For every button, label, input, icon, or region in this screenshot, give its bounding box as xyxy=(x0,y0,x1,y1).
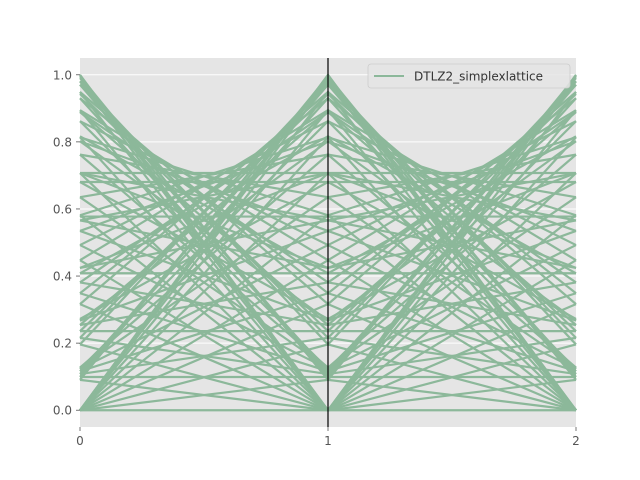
legend-box xyxy=(367,63,571,89)
y-tick-label: 0.4 xyxy=(53,270,72,284)
y-tick-label: 0.8 xyxy=(53,135,72,149)
y-axis-ticks: 0.0 0.2 0.4 0.6 0.8 1.0 xyxy=(53,68,80,418)
y-tick-label: 0.0 xyxy=(53,404,72,418)
x-tick-label: 1 xyxy=(324,434,332,448)
y-tick-label: 0.6 xyxy=(53,202,72,216)
legend: DTLZ2_simplexlattice xyxy=(367,63,571,89)
x-tick-label: 0 xyxy=(76,434,84,448)
x-tick-label: 2 xyxy=(572,434,580,448)
y-tick-label: 1.0 xyxy=(53,68,72,82)
legend-label: DTLZ2_simplexlattice xyxy=(414,70,543,84)
y-tick-label: 0.2 xyxy=(53,337,72,351)
x-axis-ticks: 0 1 2 xyxy=(76,427,580,448)
